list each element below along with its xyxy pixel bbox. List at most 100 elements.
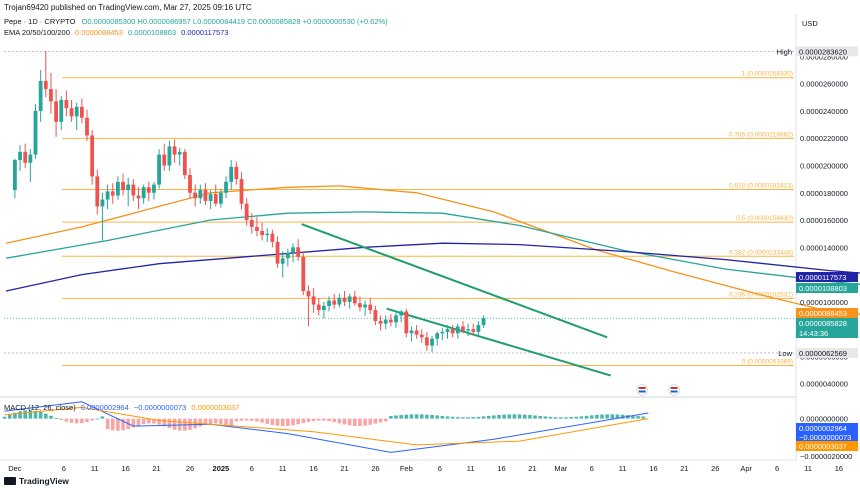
- x-tick-label: 26: [711, 464, 719, 473]
- candle-body: [399, 311, 404, 316]
- macd-histogram-bar: [280, 418, 285, 427]
- hist-value: 0.0000003037: [191, 403, 240, 412]
- candle-body: [172, 146, 177, 155]
- macd-histogram-bar: [64, 418, 69, 422]
- macd-histogram-bar: [559, 417, 563, 419]
- macd-histogram-bar: [49, 415, 53, 419]
- candle-body: [358, 303, 362, 308]
- macd-histogram-bar: [641, 416, 645, 419]
- price-tag: 0.0000085828: [799, 319, 847, 328]
- macd-histogram-bar: [74, 418, 79, 424]
- macd-histogram-bar: [497, 414, 501, 419]
- tradingview-brand: TradingView: [19, 476, 69, 486]
- macd-histogram-bar: [579, 416, 584, 419]
- macd-histogram-bar: [296, 418, 300, 425]
- macd-histogram-bar: [378, 418, 383, 423]
- candle-body: [363, 304, 367, 308]
- x-tick-label: 11: [804, 464, 812, 473]
- y-tick-label: 0.0000040000: [800, 380, 848, 389]
- candle-body: [378, 320, 383, 324]
- candle-body: [425, 337, 429, 346]
- price-tag: 0.0000088453: [799, 309, 847, 318]
- tv-logo-icon: [4, 477, 16, 485]
- x-tick-label: 6: [250, 464, 254, 473]
- candle-body: [352, 296, 357, 304]
- x-tick-label: 11: [279, 464, 287, 473]
- candle-body: [296, 247, 301, 257]
- macd-histogram-bar: [615, 414, 620, 419]
- candle-body: [291, 247, 295, 253]
- candle-body: [162, 154, 167, 166]
- tradingview-logo[interactable]: TradingView: [4, 476, 69, 486]
- macd-histogram-bar: [353, 418, 357, 427]
- candle-body: [152, 184, 156, 193]
- low-price-tag: 0.0000062569: [799, 349, 847, 358]
- macd-histogram-bar: [389, 416, 393, 419]
- macd-histogram-bar: [538, 415, 542, 419]
- macd-histogram-bar: [59, 418, 64, 421]
- candle-body: [177, 151, 182, 155]
- macd-histogram-bar: [203, 418, 208, 425]
- macd-histogram-bar: [569, 417, 573, 419]
- candle-body: [322, 305, 326, 311]
- x-tick-label: 6: [590, 464, 594, 473]
- fib-level-label: 1 (0.0000264330): [742, 71, 793, 78]
- macd-histogram-bar: [141, 418, 146, 425]
- macd-histogram-bar: [445, 416, 450, 419]
- macd-histogram-bar: [260, 418, 264, 423]
- candle-body: [38, 80, 43, 111]
- macd-histogram-bar: [522, 414, 527, 419]
- ema-label[interactable]: EMA 20/50/100/200: [4, 28, 70, 37]
- candle-body: [18, 151, 22, 161]
- candle-body: [203, 190, 208, 201]
- macd-histogram-bar: [229, 418, 233, 428]
- macd-signal-line: [4, 406, 649, 446]
- candle-body: [28, 154, 33, 163]
- y-tick-label: 0.0000200000: [800, 161, 848, 170]
- low-price-tag-bg: [796, 347, 858, 358]
- macd-histogram-bar: [337, 418, 342, 424]
- macd-histogram-bar: [394, 415, 398, 419]
- macd-histogram-bar: [265, 418, 270, 424]
- candle-body: [255, 226, 259, 231]
- candle-body: [121, 181, 125, 191]
- candle-body: [213, 194, 218, 204]
- macd-histogram-bar: [332, 418, 336, 423]
- candle-body: [244, 203, 249, 221]
- macd-tag: −0.0000000073: [799, 433, 851, 442]
- macd-title[interactable]: MACD (12, 26, close): [4, 403, 76, 412]
- x-tick-label: 16: [309, 464, 317, 473]
- macd-histogram-bar: [213, 418, 218, 424]
- macd-histogram-bar: [131, 418, 136, 428]
- x-tick-label: Feb: [400, 464, 413, 473]
- macd-histogram-bar: [172, 418, 177, 430]
- macd-histogram-bar: [595, 414, 599, 419]
- y-tick-label: 0.0000100000: [800, 298, 848, 307]
- macd-histogram-bar: [466, 417, 470, 419]
- macd-histogram-bar: [38, 412, 43, 419]
- x-tick-label: Mar: [554, 464, 567, 473]
- price-tag-bg: [796, 308, 858, 318]
- candle-body: [373, 310, 378, 321]
- x-tick-label: 11: [467, 464, 475, 473]
- candle-body: [219, 192, 223, 204]
- candle-body: [33, 110, 38, 155]
- macd-histogram-bar: [255, 418, 259, 422]
- fib-level-label: 0.382 (0.0000133448): [729, 249, 793, 256]
- candle-body: [466, 329, 470, 331]
- macd-histogram-bar: [605, 414, 609, 419]
- candle-body: [110, 191, 115, 196]
- candle-body: [95, 176, 100, 207]
- macd-histogram-bar: [95, 418, 100, 420]
- symbol-label[interactable]: Pepe · 1D · CRYPTO: [4, 17, 76, 26]
- candle-body: [208, 194, 213, 201]
- macd-histogram-bar: [528, 415, 532, 419]
- macd-histogram-bar: [234, 418, 239, 422]
- macd-histogram-bar: [244, 418, 249, 421]
- macd-histogram-bar: [311, 418, 316, 422]
- fib-level-label: 0.618 (0.0000182413): [729, 182, 793, 189]
- fib-level-label: 0 (0.0000053369): [742, 358, 793, 365]
- macd-tag-bg: [796, 423, 858, 433]
